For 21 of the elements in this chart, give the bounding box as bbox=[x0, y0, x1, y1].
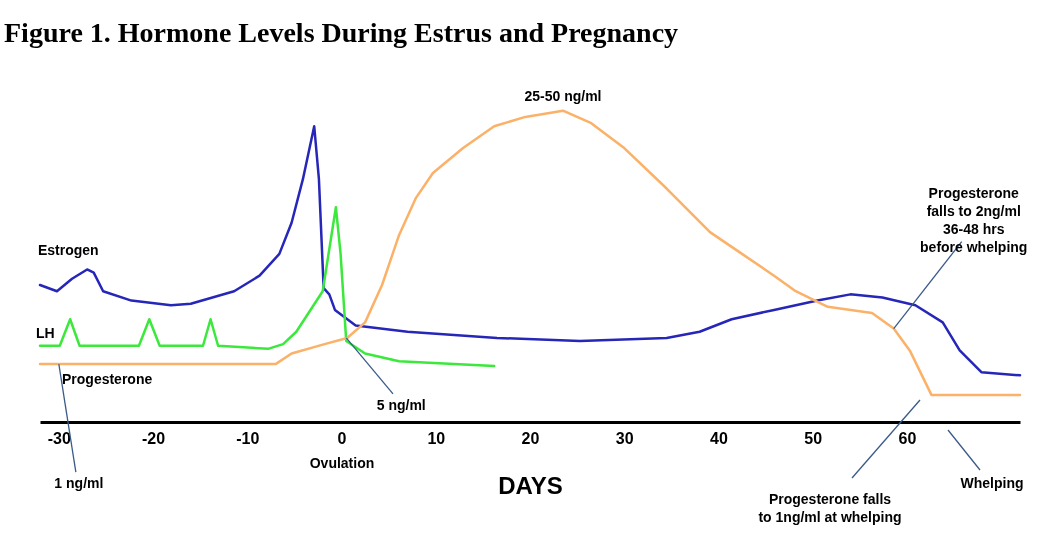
x-tick-label: -20 bbox=[142, 429, 166, 447]
series-label: Estrogen bbox=[38, 242, 99, 259]
chart-title: Figure 1. Hormone Levels During Estrus and Pregnancy bbox=[4, 16, 679, 48]
x-tick-label: 40 bbox=[710, 429, 728, 447]
x-axis-title: DAYS bbox=[498, 471, 563, 499]
x-tick-label: 60 bbox=[898, 429, 917, 447]
text: Progesterone falls to 1ng/ml at whelping bbox=[758, 491, 902, 525]
annotation: 25-50 ng/ml bbox=[524, 87, 602, 104]
x-tick-label: 50 bbox=[804, 429, 823, 447]
annotation: 5 ng/ml bbox=[376, 396, 426, 413]
x-tick-label: 10 bbox=[427, 429, 446, 447]
x-tick-label: -30 bbox=[47, 429, 72, 447]
x-tick-label: 0 bbox=[337, 429, 347, 447]
series-label: Progesterone bbox=[62, 371, 153, 388]
text: Whelping bbox=[960, 475, 1024, 491]
x-tick-label: -10 bbox=[236, 429, 260, 447]
x-tick-label: 20 bbox=[521, 429, 540, 447]
x-tick-label: 30 bbox=[615, 429, 634, 447]
series-label: LH bbox=[36, 324, 55, 341]
text: Ovulation bbox=[309, 455, 375, 471]
annotation: 1 ng/ml bbox=[54, 475, 104, 492]
